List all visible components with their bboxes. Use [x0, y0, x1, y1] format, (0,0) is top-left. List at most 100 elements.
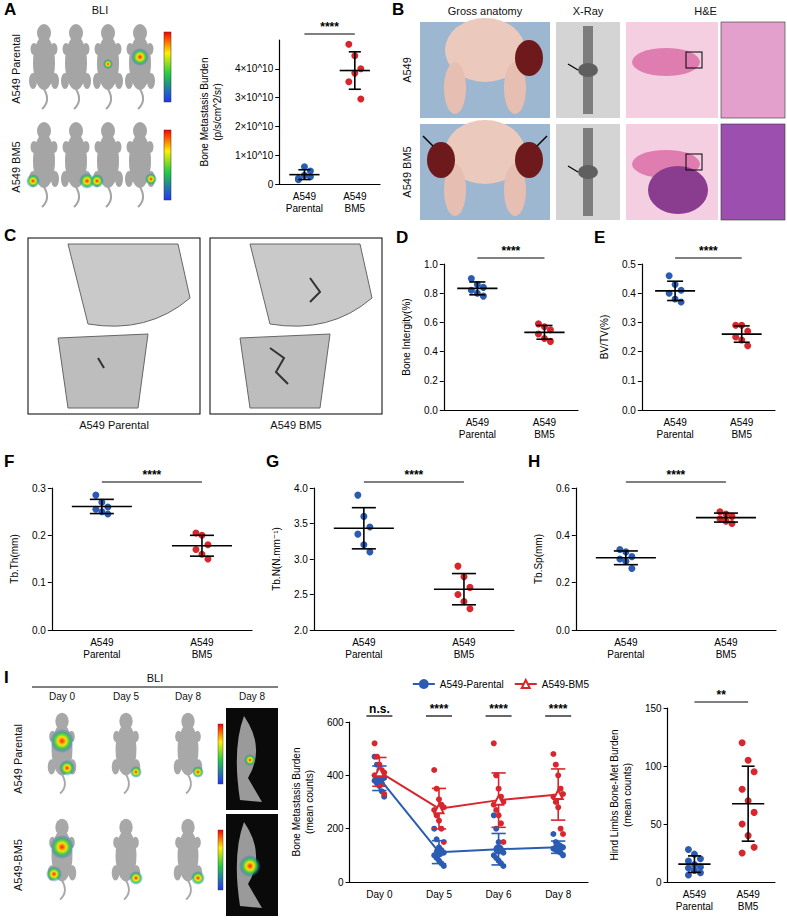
svg-text:A549: A549	[90, 637, 114, 648]
svg-text:BV/TV(%): BV/TV(%)	[599, 315, 610, 359]
svg-text:0.2: 0.2	[622, 346, 636, 357]
svg-text:4.0: 4.0	[294, 483, 308, 494]
svg-text:0.0: 0.0	[32, 625, 46, 636]
svg-text:BM5: BM5	[738, 901, 759, 912]
svg-text:2.0: 2.0	[294, 625, 308, 636]
svg-text:Parental: Parental	[83, 649, 120, 660]
svg-text:0.3: 0.3	[622, 317, 636, 328]
svg-text:A549-Parental: A549-Parental	[440, 679, 504, 690]
svg-text:2.5: 2.5	[294, 589, 308, 600]
svg-text:Parental: Parental	[656, 429, 693, 440]
svg-text:n.s.: n.s.	[369, 702, 390, 716]
svg-text:Parental: Parental	[345, 649, 382, 660]
svg-text:100: 100	[645, 761, 662, 772]
svg-text:****: ****	[405, 468, 424, 482]
svg-text:BM5: BM5	[345, 203, 366, 214]
svg-text:Parental: Parental	[676, 901, 713, 912]
svg-text:200: 200	[327, 823, 344, 834]
html-text:H: H	[528, 452, 541, 471]
svg-text:****: ****	[549, 702, 568, 716]
svg-text:0: 0	[268, 179, 274, 190]
svg-text:A549: A549	[533, 417, 557, 428]
html-text:G: G	[266, 452, 280, 471]
svg-text:BM5: BM5	[534, 429, 555, 440]
svg-text:A549: A549	[714, 637, 738, 648]
svg-text:(mean counts): (mean counts)	[622, 763, 633, 827]
svg-text:Tb.N(N.mm⁻¹): Tb.N(N.mm⁻¹)	[271, 527, 282, 591]
svg-text:4×10^10: 4×10^10	[235, 63, 274, 74]
svg-text:Parental: Parental	[459, 429, 496, 440]
html-text:C: C	[4, 226, 17, 245]
svg-text:****: ****	[430, 702, 449, 716]
svg-text:600: 600	[327, 717, 344, 728]
svg-text:400: 400	[327, 770, 344, 781]
svg-text:A549: A549	[683, 889, 707, 900]
svg-text:A549: A549	[614, 637, 638, 648]
svg-text:Tb.Th(mm): Tb.Th(mm)	[9, 534, 20, 583]
svg-text:****: ****	[320, 20, 339, 34]
svg-text:BM5: BM5	[716, 649, 737, 660]
svg-text:A549: A549	[452, 637, 476, 648]
svg-text:0: 0	[338, 877, 344, 888]
svg-text:0.2: 0.2	[32, 530, 46, 541]
svg-text:****: ****	[699, 244, 718, 258]
svg-text:A549: A549	[190, 637, 214, 648]
svg-text:A549-BM5: A549-BM5	[542, 679, 590, 690]
svg-text:Day 6: Day 6	[486, 889, 513, 900]
svg-text:A549: A549	[663, 417, 687, 428]
svg-text:BM5: BM5	[454, 649, 475, 660]
svg-text:BM5: BM5	[731, 429, 752, 440]
svg-text:A549: A549	[352, 637, 376, 648]
svg-text:****: ****	[502, 244, 521, 258]
svg-text:BM5: BM5	[192, 649, 213, 660]
svg-text:1.0: 1.0	[424, 259, 438, 270]
html-text:A: A	[4, 0, 17, 19]
svg-text:(mean counts): (mean counts)	[304, 770, 315, 834]
svg-text:0.6: 0.6	[424, 317, 438, 328]
html-text:B: B	[392, 0, 405, 19]
svg-text:Parental: Parental	[607, 649, 644, 660]
svg-text:3.5: 3.5	[294, 518, 308, 529]
svg-text:A549: A549	[466, 417, 490, 428]
svg-text:0.5: 0.5	[622, 259, 636, 270]
svg-text:Parental: Parental	[286, 203, 323, 214]
svg-text:0.0: 0.0	[622, 405, 636, 416]
svg-text:(p/s/cm^2/sr): (p/s/cm^2/sr)	[212, 83, 223, 140]
svg-text:0.0: 0.0	[424, 405, 438, 416]
svg-text:0.8: 0.8	[424, 288, 438, 299]
svg-text:Bone Metastasis Burden: Bone Metastasis Burden	[199, 58, 210, 167]
svg-text:0.1: 0.1	[32, 577, 46, 588]
svg-text:A549: A549	[736, 889, 760, 900]
svg-text:0.4: 0.4	[556, 530, 570, 541]
svg-text:Bone Metastasis Burden: Bone Metastasis Burden	[291, 748, 302, 857]
svg-text:0.0: 0.0	[556, 625, 570, 636]
svg-text:Day 8: Day 8	[545, 889, 572, 900]
html-text:D: D	[396, 228, 409, 247]
svg-text:0.2: 0.2	[556, 577, 570, 588]
svg-text:150: 150	[645, 703, 662, 714]
svg-text:0.3: 0.3	[32, 483, 46, 494]
svg-text:Hind Limbs Bone-Met Burden: Hind Limbs Bone-Met Burden	[609, 729, 620, 860]
svg-text:1×10^10: 1×10^10	[235, 150, 274, 161]
svg-text:Day 5: Day 5	[426, 889, 453, 900]
svg-text:****: ****	[143, 468, 162, 482]
svg-text:A549: A549	[343, 191, 367, 202]
svg-text:Day 0: Day 0	[366, 889, 393, 900]
svg-text:Tb.Sp(mm): Tb.Sp(mm)	[533, 534, 544, 584]
svg-text:0.2: 0.2	[424, 375, 438, 386]
svg-text:Bone Intergity(%): Bone Intergity(%)	[401, 298, 412, 375]
svg-text:3.0: 3.0	[294, 554, 308, 565]
svg-text:0.1: 0.1	[622, 375, 636, 386]
svg-text:3×10^10: 3×10^10	[235, 92, 274, 103]
svg-text:A549: A549	[730, 417, 754, 428]
svg-text:****: ****	[667, 468, 686, 482]
svg-text:A549: A549	[293, 191, 317, 202]
svg-text:2×10^10: 2×10^10	[235, 121, 274, 132]
svg-text:50: 50	[650, 819, 662, 830]
svg-text:****: ****	[489, 702, 508, 716]
svg-text:0: 0	[656, 877, 662, 888]
svg-text:0.6: 0.6	[556, 483, 570, 494]
svg-text:**: **	[717, 688, 727, 702]
svg-text:0.4: 0.4	[424, 346, 438, 357]
svg-text:0.4: 0.4	[622, 288, 636, 299]
